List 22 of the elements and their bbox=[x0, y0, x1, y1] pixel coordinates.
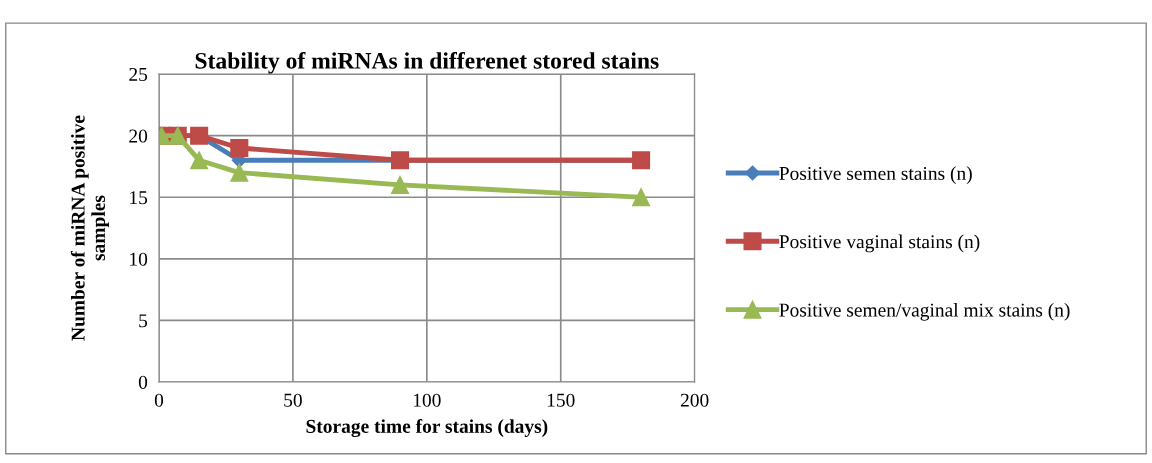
y-tick-label: 10 bbox=[130, 252, 148, 266]
legend-label: Positive semen stains (n) bbox=[779, 166, 972, 184]
x-tick-label: 100 bbox=[413, 393, 441, 407]
legend-label: Positive vaginal stains (n) bbox=[779, 234, 980, 253]
point bbox=[190, 151, 209, 170]
x-tick-label: 150 bbox=[547, 393, 575, 407]
chart-title: Stability of miRNAs in differenet stored stains bbox=[195, 51, 659, 74]
x-axis-title: Storage time for stains (days) bbox=[306, 419, 548, 438]
point bbox=[632, 188, 651, 207]
y-tick-label: 25 bbox=[129, 67, 148, 82]
y-tick-label: 15 bbox=[130, 191, 148, 205]
y-tick-label: 20 bbox=[129, 129, 148, 143]
legend-label: Positive semen/vaginal mix stains (n) bbox=[779, 302, 1070, 321]
x-tick-label: 200 bbox=[680, 393, 709, 407]
point bbox=[230, 138, 249, 158]
y-axis-title: Number of miRNA positive samples bbox=[70, 115, 109, 341]
point bbox=[230, 163, 249, 182]
y-tick-label: 0 bbox=[138, 375, 148, 389]
point bbox=[391, 175, 410, 194]
x-tick-label: 50 bbox=[284, 393, 302, 407]
x-tick-label: 0 bbox=[154, 393, 164, 407]
y-tick-label: 5 bbox=[139, 314, 148, 328]
